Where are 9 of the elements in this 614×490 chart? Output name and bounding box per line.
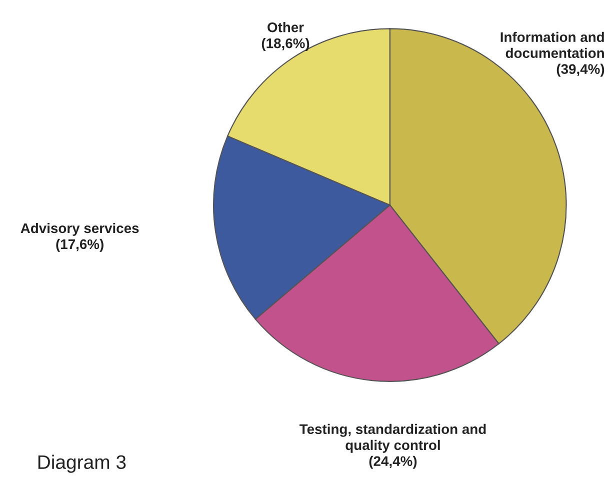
data-label: (17,6%) (56, 238, 104, 252)
slice-label: Advisory services (20, 222, 139, 236)
slice-label: Testing, standardization and quality control (299, 424, 486, 453)
text: Diagram 3 (38, 454, 126, 473)
data-label: (24,4%) (369, 456, 417, 469)
slice-label: Information and documentation (500, 32, 604, 58)
data-label: (39,4%) (556, 64, 604, 77)
data-label: (18,6%) (262, 38, 310, 51)
slice-label: Other (268, 22, 304, 32)
